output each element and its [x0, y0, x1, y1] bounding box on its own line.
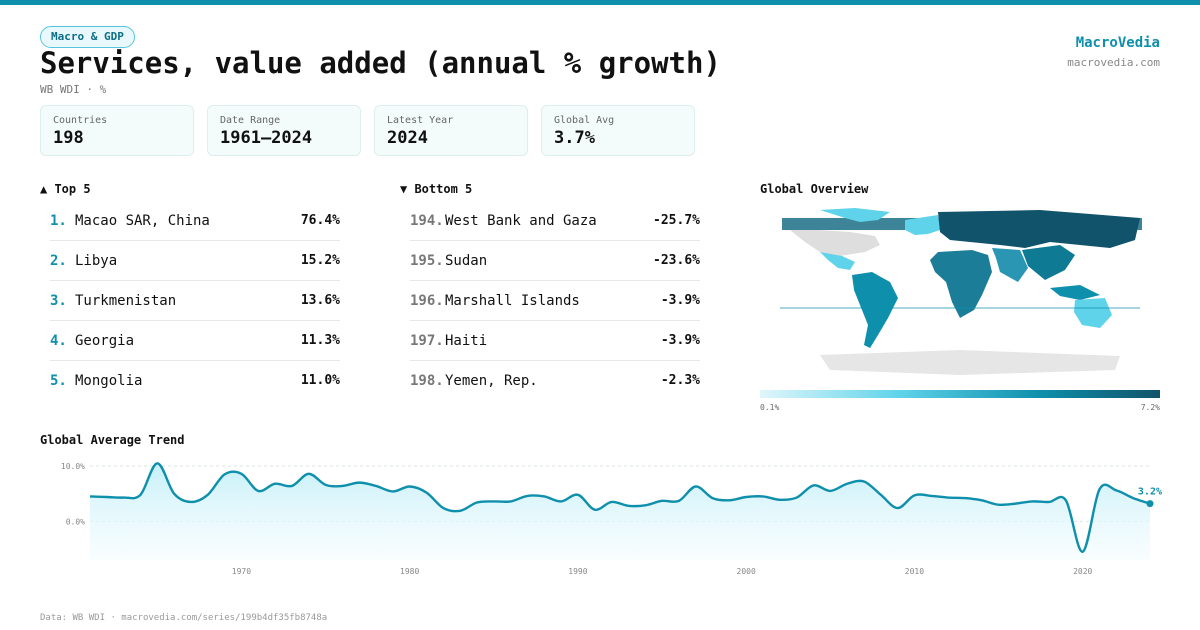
bottom-rank-row[interactable]: 198. Yemen, Rep. -2.3%	[410, 361, 700, 401]
country-name: West Bank and Gaza	[445, 213, 597, 229]
x-tick-label: 2020	[1073, 567, 1092, 576]
map-land	[782, 208, 1142, 375]
country-value: -23.6%	[653, 253, 700, 268]
top5-title: ▲ Top 5	[40, 182, 91, 196]
legend-min-label: 0.1%	[760, 403, 779, 412]
y-tick-label: 0.0%	[66, 517, 85, 526]
x-tick-label: 1990	[568, 567, 587, 576]
country-name: Yemen, Rep.	[445, 373, 538, 389]
stat-label: Global Avg	[554, 115, 615, 126]
country-name: Macao SAR, China	[75, 213, 210, 229]
rank-number: 4.	[50, 333, 67, 349]
top-rank-row[interactable]: 2. Libya 15.2%	[50, 241, 340, 281]
x-tick-label: 1980	[400, 567, 419, 576]
trend-area	[90, 463, 1150, 560]
page-subtitle: WB WDI · %	[40, 83, 107, 96]
trend-line	[89, 462, 1151, 553]
bottom5-title: ▼ Bottom 5	[400, 182, 473, 196]
accent-bar	[0, 0, 1200, 5]
trend-chart[interactable]: 10.0% 0.0% 1970 1980 1990 2000 2010 2020 3.2%	[40, 455, 1170, 580]
country-value: 15.2%	[300, 253, 340, 268]
country-name: Mongolia	[75, 373, 143, 389]
stat-value: 2024	[387, 128, 428, 148]
bottom-rank-row[interactable]: 194. West Bank and Gaza -25.7%	[410, 201, 700, 241]
trend-title: Global Average Trend	[40, 433, 185, 447]
latest-point[interactable]	[1146, 500, 1154, 508]
rank-number: 3.	[50, 293, 67, 309]
country-value: 11.0%	[300, 373, 340, 388]
stat-label: Latest Year	[387, 115, 454, 126]
stat-card-countries: Countries 198	[40, 105, 194, 156]
stat-label: Date Range	[220, 115, 281, 126]
rank-number: 2.	[50, 253, 67, 269]
rank-number: 1.	[50, 213, 67, 229]
y-tick-label: 10.0%	[61, 462, 85, 471]
world-map[interactable]: 0.1% 7.2%	[760, 200, 1160, 415]
stat-value: 3.7%	[554, 128, 595, 148]
bottom-rank-row[interactable]: 195. Sudan -23.6%	[410, 241, 700, 281]
rank-number: 194.	[410, 213, 444, 229]
x-tick-label: 2000	[737, 567, 756, 576]
rank-number: 195.	[410, 253, 444, 269]
latest-value-label: 3.2%	[1138, 487, 1162, 498]
page-title: Services, value added (annual % growth)	[40, 46, 721, 80]
country-name: Marshall Islands	[445, 293, 580, 309]
country-value: 76.4%	[300, 213, 340, 228]
x-tick-label: 2010	[905, 567, 924, 576]
category-badge[interactable]: Macro & GDP	[40, 26, 135, 48]
country-name: Sudan	[445, 253, 488, 269]
rank-number: 5.	[50, 373, 67, 389]
country-value: -3.9%	[660, 333, 700, 348]
country-name: Turkmenistan	[75, 293, 177, 309]
stat-value: 198	[53, 128, 84, 148]
stat-label: Countries	[53, 115, 108, 126]
country-value: 13.6%	[300, 293, 340, 308]
rank-number: 197.	[410, 333, 444, 349]
country-value: 11.3%	[300, 333, 340, 348]
top-rank-row[interactable]: 1. Macao SAR, China 76.4%	[50, 201, 340, 241]
country-value: -25.7%	[653, 213, 700, 228]
brand-url[interactable]: macrovedia.com	[1067, 56, 1160, 69]
country-value: -3.9%	[660, 293, 700, 308]
country-name: Libya	[75, 253, 118, 269]
country-value: -2.3%	[660, 373, 700, 388]
top-rank-row[interactable]: 5. Mongolia 11.0%	[50, 361, 340, 401]
country-name: Haiti	[445, 333, 488, 349]
stat-card-date-range: Date Range 1961–2024	[207, 105, 361, 156]
country-name: Georgia	[75, 333, 135, 349]
map-title: Global Overview	[760, 182, 869, 196]
top-rank-row[interactable]: 4. Georgia 11.3%	[50, 321, 340, 361]
rank-number: 196.	[410, 293, 444, 309]
map-legend-scale	[760, 390, 1160, 398]
stat-card-latest-year: Latest Year 2024	[374, 105, 528, 156]
x-tick-label: 1970	[232, 567, 251, 576]
brand-logo[interactable]: MacroVedia	[1075, 35, 1160, 51]
bottom-rank-row[interactable]: 197. Haiti -3.9%	[410, 321, 700, 361]
stat-value: 1961–2024	[220, 128, 313, 148]
bottom-rank-row[interactable]: 196. Marshall Islands -3.9%	[410, 281, 700, 321]
top-rank-row[interactable]: 3. Turkmenistan 13.6%	[50, 281, 340, 321]
source-footer[interactable]: Data: WB WDI · macrovedia.com/series/199…	[40, 613, 328, 623]
rank-number: 198.	[410, 373, 444, 389]
stat-card-global-avg: Global Avg 3.7%	[541, 105, 695, 156]
legend-max-label: 7.2%	[1141, 403, 1160, 412]
